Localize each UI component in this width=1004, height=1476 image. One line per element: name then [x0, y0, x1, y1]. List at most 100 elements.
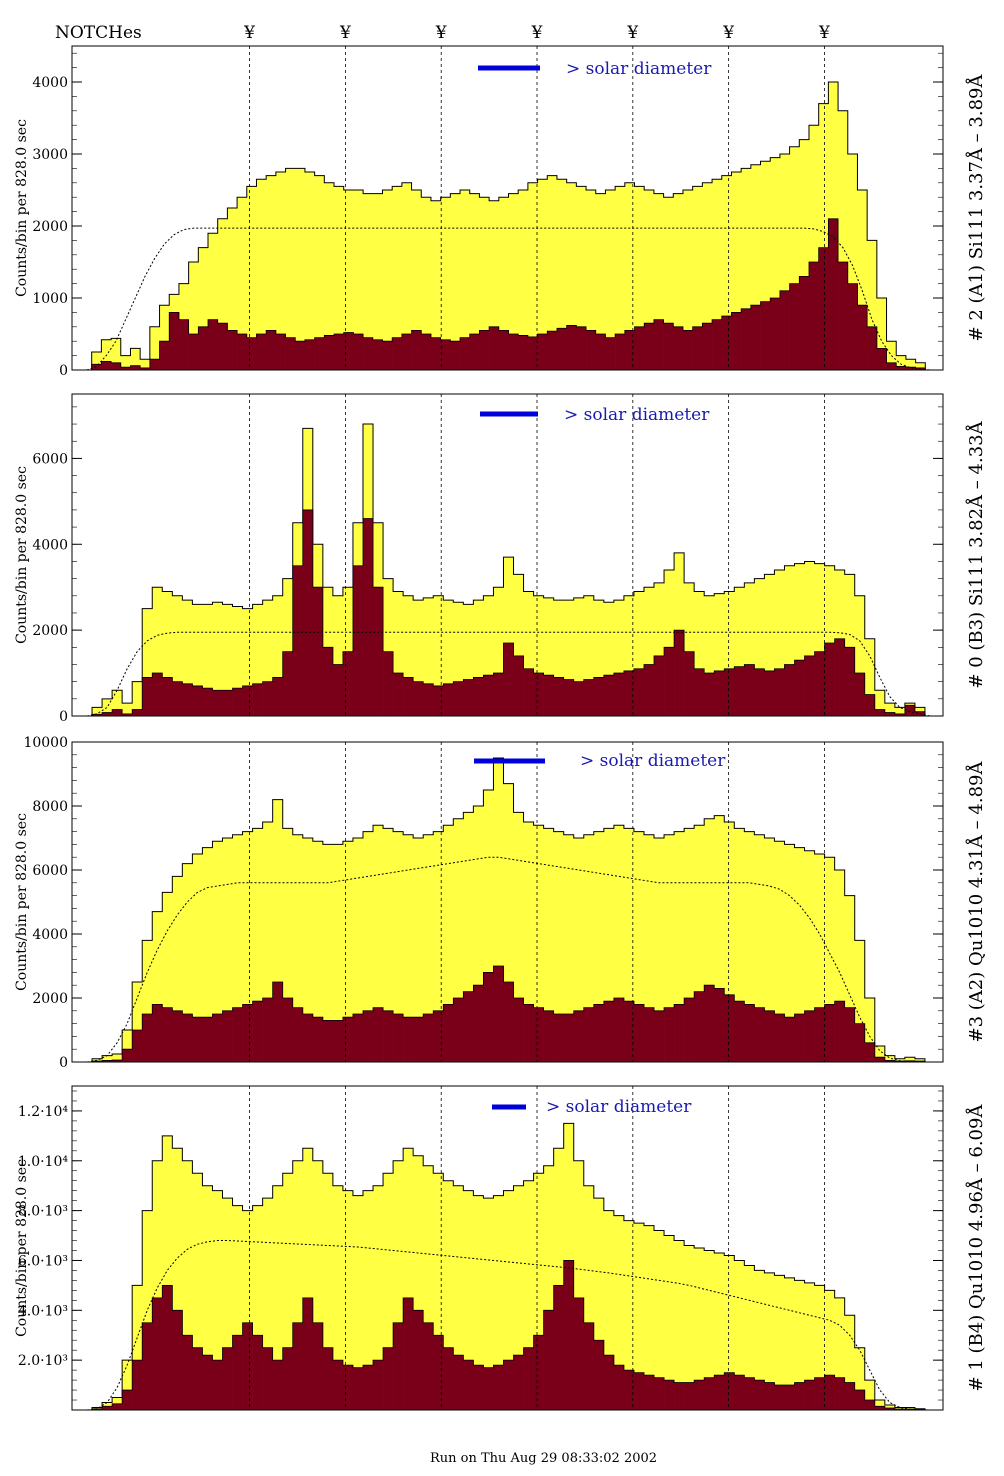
bar-total: [111, 338, 122, 370]
series-total: [92, 1123, 926, 1410]
bar-lower: [750, 305, 761, 370]
total-outline: [82, 757, 935, 1063]
bar-lower: [282, 998, 294, 1062]
bar-total: [603, 828, 615, 1062]
bar-total: [615, 186, 626, 370]
bar-total: [493, 587, 504, 716]
bar-total: [463, 604, 474, 716]
bar-lower: [362, 1365, 374, 1410]
bar-lower: [450, 341, 461, 370]
bar-lower: [764, 670, 775, 716]
bar-lower: [844, 1007, 856, 1062]
panel-4: 2.0·10³ 4.0·10³ 6.0·10³ 8.0·10³ 1.0·10⁴ 1.2·1…: [14, 1085, 987, 1411]
bar-lower: [613, 1365, 625, 1410]
y-tick-label: 4000: [32, 927, 68, 943]
bar-total: [312, 1160, 324, 1410]
bar-lower: [834, 1001, 845, 1062]
bar-lower: [112, 1403, 123, 1410]
bar-lower: [694, 991, 705, 1062]
bar-total: [744, 831, 755, 1062]
bar-lower: [838, 262, 849, 370]
bar-total: [433, 1173, 444, 1410]
bar-lower: [252, 1001, 263, 1062]
bar-total: [473, 1195, 484, 1410]
bar-total: [91, 352, 102, 370]
bar-lower: [302, 509, 314, 716]
bar-total: [198, 247, 209, 370]
bar-total: [443, 1180, 454, 1410]
bar-lower: [824, 1004, 835, 1062]
bar-lower: [844, 1382, 856, 1410]
bar-total: [563, 600, 575, 716]
bar-lower: [894, 1409, 906, 1410]
bar-lower: [322, 1020, 334, 1062]
bar-total: [314, 175, 325, 370]
bar-lower: [764, 1382, 775, 1410]
bar-total: [411, 190, 422, 370]
bar-lower: [573, 1297, 585, 1410]
bar-total: [854, 940, 866, 1062]
bar-total: [654, 1230, 665, 1410]
solar-diameter-label: > solar diameter: [566, 59, 712, 79]
bar-total: [172, 595, 183, 716]
bar-total: [353, 190, 364, 370]
bar-lower: [566, 325, 577, 370]
bar-lower: [704, 673, 715, 716]
bar-total: [556, 179, 567, 370]
bar-total: [503, 783, 514, 1062]
bar-total: [192, 604, 203, 716]
bar-lower: [593, 1340, 605, 1410]
bar-lower: [393, 1014, 404, 1062]
bar-lower: [312, 587, 324, 716]
bar-total: [430, 200, 441, 370]
bar-lower: [473, 985, 484, 1062]
bar-total: [140, 359, 151, 370]
bar-lower: [111, 362, 122, 370]
y-tick-label: 2.0·10³: [18, 1353, 68, 1369]
bar-lower: [904, 705, 916, 716]
y-tick-label: 1.2·10⁴: [18, 1104, 69, 1120]
bar-lower: [479, 330, 490, 370]
bar-lower: [653, 319, 664, 370]
bar-lower: [663, 323, 674, 370]
bar-lower: [664, 1380, 675, 1410]
bar-lower: [122, 1390, 133, 1410]
bar-lower: [222, 690, 233, 716]
bar-total: [804, 561, 815, 716]
bar-total: [754, 834, 765, 1062]
lower-outline: [82, 509, 935, 717]
bar-lower: [714, 988, 725, 1062]
bar-total: [152, 1160, 163, 1410]
bar-total: [383, 1173, 394, 1410]
bar-total: [343, 190, 354, 370]
bar-total: [834, 1297, 845, 1410]
bar-total: [847, 154, 858, 370]
bar-total: [208, 233, 218, 370]
bar-total: [704, 818, 715, 1062]
bar-lower: [714, 1375, 725, 1410]
bar-total: [624, 182, 635, 370]
bar-lower: [814, 1377, 825, 1410]
bar-lower: [654, 655, 665, 716]
bar-lower: [332, 664, 344, 716]
bar-lower: [182, 1014, 193, 1062]
bar-lower: [615, 334, 626, 370]
bar-lower: [443, 1347, 454, 1410]
bar-lower: [864, 1042, 876, 1062]
bar-lower: [523, 1004, 534, 1062]
bar-lower: [413, 1017, 424, 1062]
bar-lower: [208, 319, 218, 370]
bar-total: [914, 1058, 926, 1062]
y-tick-label: 1000: [32, 291, 68, 307]
bar-lower: [102, 712, 113, 716]
bar-total: [824, 857, 835, 1062]
bar-lower: [513, 998, 524, 1062]
bar-total: [222, 838, 233, 1062]
notch-symbol: ¥: [531, 23, 543, 43]
total-outline: [82, 1122, 935, 1411]
total-outline: [82, 423, 935, 717]
bar-total: [623, 1220, 635, 1410]
bar-total: [232, 1205, 243, 1410]
y-tick-label: 2000: [32, 219, 68, 235]
bar-lower: [731, 312, 742, 370]
